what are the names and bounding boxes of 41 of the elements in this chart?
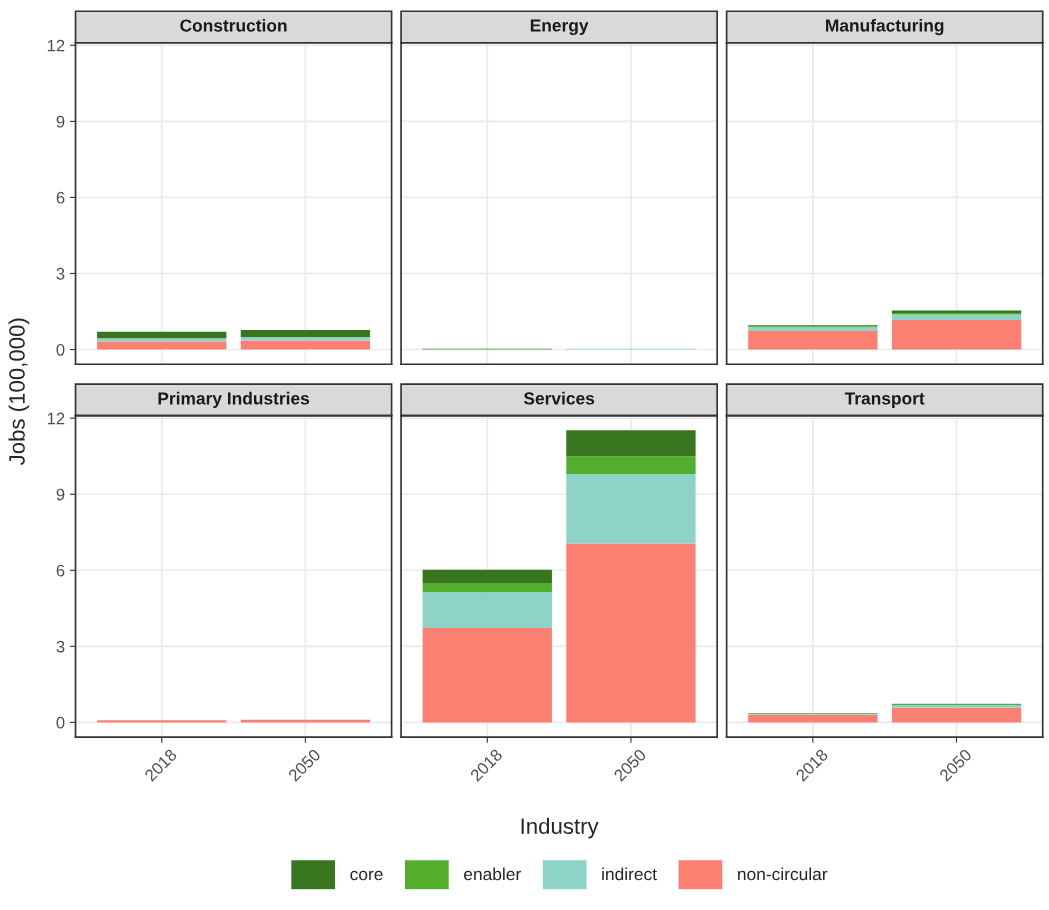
chart-title: Energy: [530, 19, 589, 36]
y-tick-label: 6: [56, 191, 65, 204]
bar: [566, 473, 696, 544]
chart-title: Transport: [844, 392, 925, 408]
chart-title: Manufacturing: [826, 18, 944, 36]
chart-title: Primary Industries: [158, 391, 310, 408]
bar: [240, 340, 371, 350]
legend-label: core: [350, 870, 383, 881]
y-tick-label: 3: [56, 267, 65, 280]
bar: [240, 337, 371, 341]
bar: [566, 430, 696, 457]
bar: [422, 569, 552, 583]
bar: [748, 331, 878, 350]
bar: [422, 582, 552, 593]
legend-label: indirect: [602, 867, 657, 881]
bar: [422, 628, 552, 723]
chart-title: Construction: [180, 18, 287, 32]
bar: [422, 592, 552, 629]
y-tick-label: 3: [56, 640, 65, 653]
chart-title: Services: [523, 391, 595, 405]
x-axis-title: Industry: [521, 817, 599, 839]
y-tick-label: 9: [56, 115, 65, 128]
y-tick-label: 0: [56, 343, 65, 356]
bar: [891, 320, 1022, 350]
y-tick-label: 0: [56, 716, 65, 729]
y-tick-label: 12: [47, 39, 65, 52]
legend-label: enabler: [464, 867, 521, 881]
bar: [240, 330, 371, 338]
bar: [748, 327, 878, 332]
legend-label: non-circular: [738, 867, 828, 881]
y-tick-label: 6: [56, 564, 65, 577]
y-tick-label: 9: [56, 488, 65, 501]
bar: [748, 714, 878, 723]
bar: [97, 341, 227, 350]
bar: [97, 338, 227, 342]
y-tick-label: 12: [47, 412, 65, 425]
bar: [566, 543, 696, 723]
bar: [97, 331, 227, 339]
bar: [891, 707, 1022, 723]
y-axis-title: Jobs (100,000): [8, 318, 30, 466]
bar: [566, 456, 696, 474]
